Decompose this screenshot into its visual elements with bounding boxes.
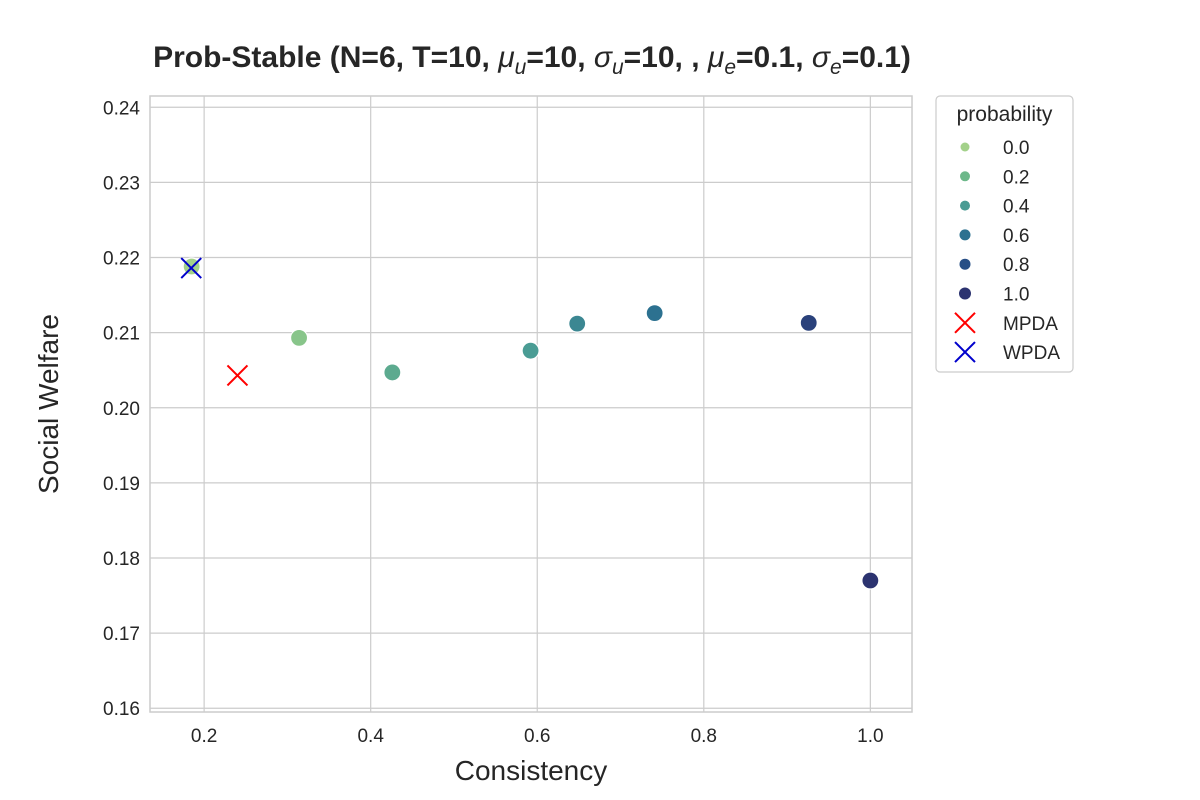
data-point: [289, 328, 309, 347]
chart-title: Prob-Stable (N=6, T=10, μu​=10, σu​=10, …: [153, 41, 911, 79]
y-tick-label: 0.23: [103, 173, 140, 194]
legend-swatch: [959, 229, 971, 241]
data-point: [645, 304, 664, 323]
legend-swatch: [960, 142, 970, 152]
legend-swatch: [959, 258, 971, 270]
legend-title: probability: [957, 103, 1053, 126]
data-point: [799, 313, 818, 332]
y-tick-label: 0.24: [103, 98, 140, 119]
legend: probability 0.0 0.2 0.4 0.6 0.8 1.0 MPDA WPDA: [935, 95, 1074, 373]
legend-label: 0.4: [1003, 197, 1030, 218]
y-axis-label: Social Welfare: [33, 314, 64, 494]
legend-label: 1.0: [1003, 285, 1029, 306]
legend-box: [935, 95, 1074, 373]
legend-swatch: [959, 287, 971, 300]
data-point: [568, 314, 587, 333]
data-point: [521, 341, 540, 360]
marker-mpda: [226, 364, 249, 387]
legend-label: 0.8: [1003, 255, 1029, 276]
x-tick-label: 0.4: [357, 726, 384, 747]
data-point: [861, 571, 880, 590]
marker-wpda: [180, 257, 202, 279]
legend-label: MPDA: [1003, 314, 1058, 335]
y-tick-label: 0.21: [103, 324, 140, 345]
plot-frame: [149, 95, 913, 713]
legend-label: 0.0: [1003, 138, 1029, 159]
x-tick-label: 1.0: [857, 726, 883, 747]
legend-label: 0.6: [1003, 226, 1029, 247]
legend-label: 0.2: [1003, 167, 1029, 188]
x-tick-label: 0.2: [191, 726, 217, 747]
y-tick-label: 0.19: [103, 474, 140, 495]
legend-swatch: [960, 171, 970, 182]
legend-marker-wpda: [954, 341, 976, 363]
y-tick-label: 0.22: [103, 249, 140, 270]
x-axis-label: Consistency: [455, 755, 608, 786]
x-tick-label: 0.8: [691, 726, 717, 747]
legend-marker-mpda: [954, 312, 976, 334]
y-tick-label: 0.16: [103, 699, 140, 720]
plot-area: [150, 96, 912, 712]
x-tick-label: 0.6: [524, 726, 550, 747]
y-tick-label: 0.17: [103, 624, 140, 645]
legend-label: WPDA: [1003, 343, 1060, 364]
y-tick-label: 0.18: [103, 549, 140, 570]
data-point: [383, 363, 402, 382]
legend-swatch: [960, 200, 970, 211]
y-tick-label: 0.20: [103, 399, 140, 420]
